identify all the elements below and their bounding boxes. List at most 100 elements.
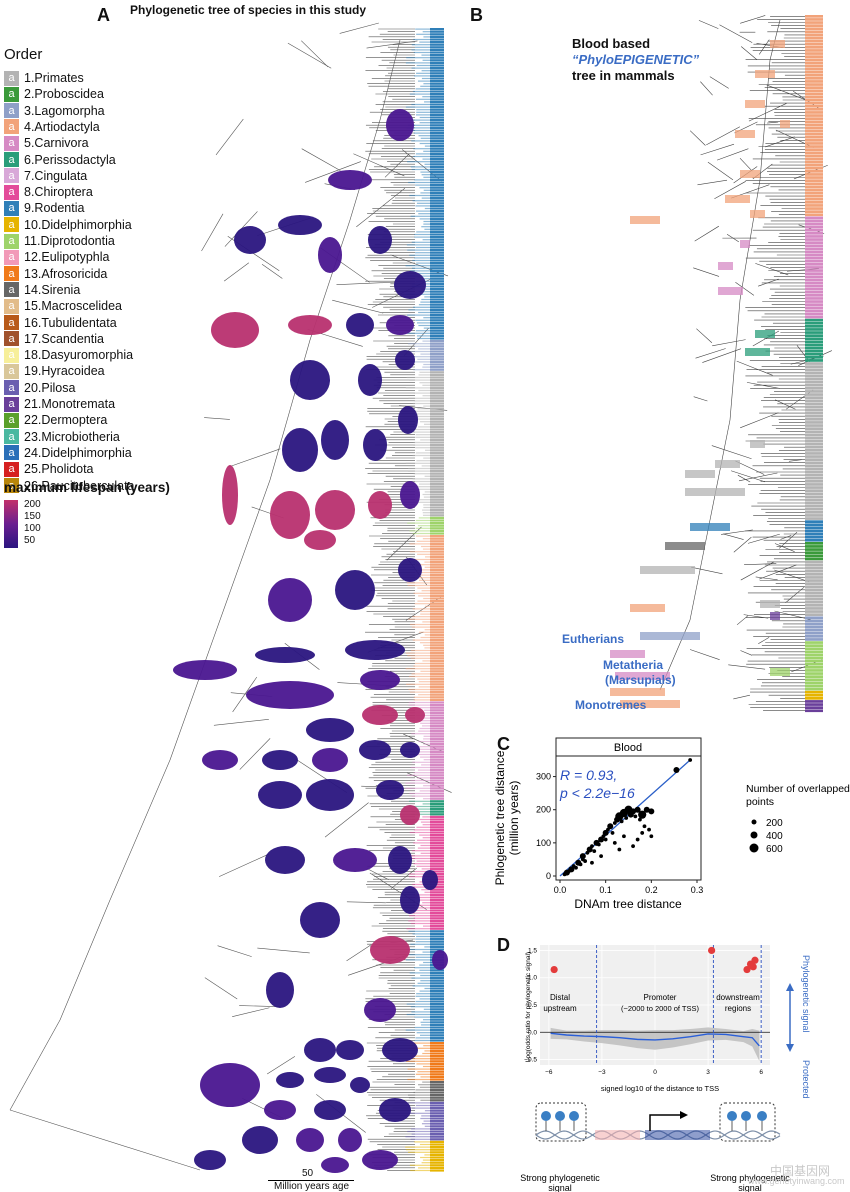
dna-schematic <box>535 1102 781 1142</box>
order-label: 16.Tubulidentata <box>24 315 117 330</box>
tip-bar <box>419 964 430 966</box>
tip-label-block <box>430 207 444 210</box>
tip-bar <box>416 335 430 337</box>
tip-label-block <box>430 1049 444 1052</box>
tree-branch <box>266 1056 296 1075</box>
species-silhouette <box>422 870 438 890</box>
tip-label-block <box>430 397 444 400</box>
tip-label-block <box>430 922 444 925</box>
tip-label-block <box>430 423 444 426</box>
tip-bar <box>412 1042 430 1044</box>
tip-bar <box>411 811 430 813</box>
tree-branch <box>384 153 410 178</box>
tip-label-block <box>430 298 444 301</box>
tip-label-block <box>430 1114 444 1117</box>
tip-label-block <box>430 893 444 896</box>
tip-label-block <box>430 186 444 189</box>
b-tree-branch <box>740 561 775 581</box>
tip-bar <box>414 400 430 402</box>
species-silhouette <box>314 1100 346 1120</box>
tip-bar <box>418 135 430 137</box>
b-tree-branch <box>744 563 777 566</box>
tip-bar <box>409 876 430 878</box>
tip-bar <box>423 1045 430 1047</box>
tip-label-block <box>430 80 444 83</box>
b-tip-label-block <box>805 402 823 406</box>
tip-label-block <box>430 896 444 899</box>
node-uncertainty-bar <box>740 170 760 178</box>
b-tip-label-block <box>805 458 823 461</box>
species-silhouette <box>270 491 310 539</box>
b-tree-branch <box>694 225 719 242</box>
c-xtick-label: 0.2 <box>645 885 658 895</box>
d-red-point <box>751 956 759 964</box>
order-legend-item: a 25.Pholidota <box>4 461 94 477</box>
tip-bar <box>424 891 430 893</box>
tip-label-block <box>430 95 444 98</box>
tip-bar <box>417 80 430 82</box>
b-tip-label-block <box>805 33 823 37</box>
tip-label-block <box>430 756 444 759</box>
order-label: 18.Dasyuromorphia <box>24 348 134 363</box>
tip-label-block <box>430 831 444 834</box>
tip-label-block <box>430 223 444 226</box>
order-legend-item: a 18.Dasyuromorphia <box>4 347 133 363</box>
tip-label-block <box>430 165 444 168</box>
species-silhouette <box>258 781 302 809</box>
c-point <box>590 860 594 865</box>
tree-branch <box>232 1007 270 1017</box>
tip-bar <box>405 1146 430 1148</box>
tip-label-block <box>430 914 444 917</box>
tip-bar <box>414 603 430 605</box>
tip-label-block <box>430 410 444 413</box>
species-silhouette <box>304 530 336 550</box>
d-red-point <box>708 946 716 955</box>
b-tip-label-block <box>805 129 823 133</box>
tip-label-block <box>430 28 444 31</box>
tip-label-block <box>430 77 444 80</box>
b-tip-label-block <box>805 421 823 424</box>
tip-label-block <box>430 675 444 678</box>
tip-label-block <box>430 519 444 522</box>
tip-label-block <box>430 280 444 283</box>
tip-label-block <box>430 631 444 634</box>
tip-label-block <box>430 779 444 782</box>
tip-label-block <box>430 909 444 912</box>
tip-label-block <box>430 1010 444 1013</box>
tip-label-block <box>430 243 444 246</box>
b-tip-label-block <box>805 703 823 706</box>
tip-label-block <box>430 995 444 998</box>
tip-label-block <box>430 828 444 831</box>
tip-bar <box>424 1050 430 1052</box>
b-tip-label-block <box>805 573 823 576</box>
b-tip-label-block <box>805 272 823 275</box>
b-tip-label-block <box>805 473 823 477</box>
tip-label-block <box>430 506 444 509</box>
b-tip-label-block <box>805 374 823 378</box>
d-xtick-label: −3 <box>598 1069 606 1076</box>
node-uncertainty-bar <box>780 120 790 128</box>
tip-label-block <box>430 54 444 57</box>
tree-branch <box>239 738 271 770</box>
tip-label-block <box>430 425 444 428</box>
tip-bar <box>411 673 430 675</box>
order-legend-item: a 4.Artiodactyla <box>4 119 100 135</box>
d-ytick-label: 1.0 <box>528 975 537 982</box>
tree-branch <box>301 40 329 68</box>
tip-label-block <box>430 800 444 803</box>
tip-bar <box>417 337 430 340</box>
tip-label-block <box>430 472 444 475</box>
tip-bar <box>418 324 430 327</box>
d-red-point <box>743 965 751 974</box>
tip-label-block <box>430 233 444 236</box>
c-point <box>640 831 645 835</box>
tip-bar <box>416 993 430 995</box>
b-tree-branch <box>785 586 805 603</box>
b-tip-label-block <box>805 514 823 517</box>
tip-label-block <box>430 646 444 649</box>
tip-label-block <box>430 901 444 904</box>
tip-label-block <box>430 771 444 774</box>
size-legend-marker <box>749 843 759 853</box>
tip-bar <box>413 842 430 844</box>
tip-bar <box>411 886 430 888</box>
